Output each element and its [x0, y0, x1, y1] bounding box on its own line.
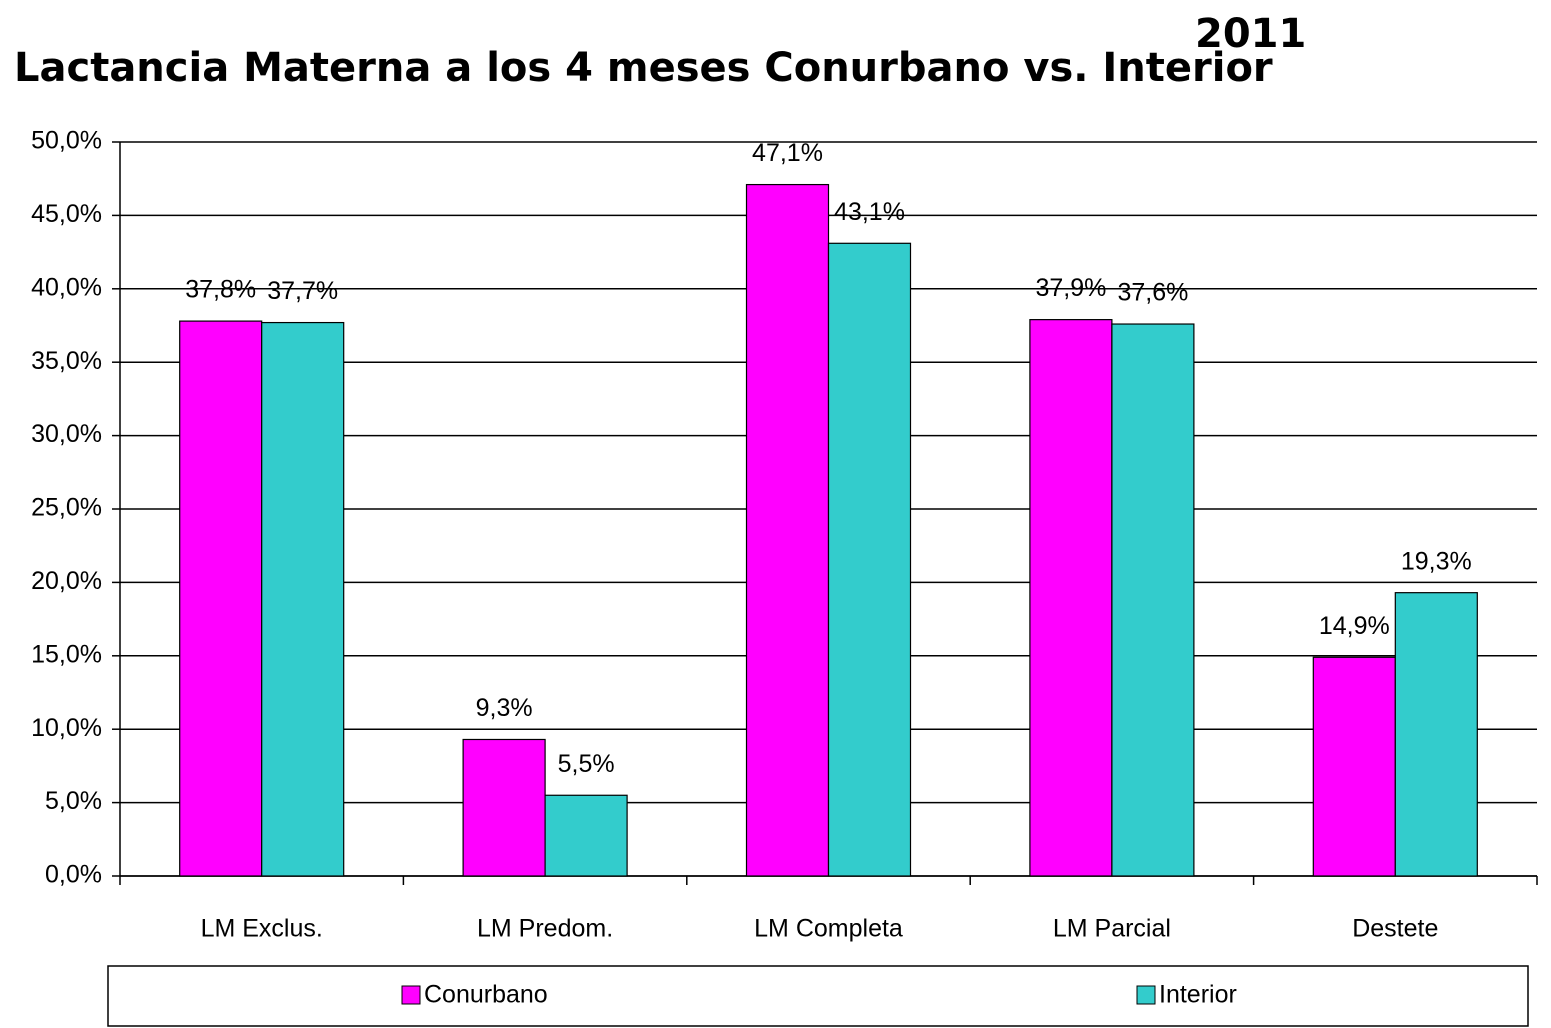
value-label: 5,5%: [558, 750, 615, 778]
y-tick-label: 0,0%: [45, 861, 102, 889]
bar: [179, 320, 263, 877]
bar: [462, 738, 546, 877]
y-tick-label: 15,0%: [31, 640, 102, 668]
legend-label: Conurbano: [424, 981, 548, 1009]
bar: [827, 242, 912, 877]
value-label: 19,3%: [1401, 547, 1472, 575]
value-label: 37,9%: [1035, 274, 1106, 302]
bar: [544, 794, 628, 877]
bar: [1394, 592, 1478, 877]
value-label: 47,1%: [752, 139, 823, 167]
y-tick-label: 45,0%: [31, 200, 102, 228]
y-tick-label: 40,0%: [31, 273, 102, 301]
y-tick-label: 25,0%: [31, 494, 102, 522]
value-label: 14,9%: [1319, 612, 1390, 640]
x-tick-label: LM Exclus.: [201, 915, 323, 943]
bar: [261, 321, 345, 877]
x-tick-label: LM Parcial: [1053, 915, 1171, 943]
y-tick-label: 35,0%: [31, 347, 102, 375]
value-label: 9,3%: [476, 694, 533, 722]
x-tick-label: Destete: [1352, 915, 1438, 943]
chart-subtitle: 2011: [1195, 11, 1306, 57]
y-tick-label: 50,0%: [31, 127, 102, 155]
y-tick-label: 10,0%: [31, 714, 102, 742]
legend-box: [107, 965, 1529, 1027]
bar: [1111, 323, 1195, 877]
bar: [1312, 656, 1396, 877]
value-label: 37,6%: [1117, 279, 1188, 307]
x-tick-label: LM Predom.: [477, 915, 613, 943]
value-label: 37,8%: [185, 276, 256, 304]
y-tick-label: 20,0%: [31, 567, 102, 595]
value-label: 43,1%: [834, 198, 905, 226]
bar: [745, 183, 830, 877]
legend-swatch: [1136, 985, 1156, 1005]
legend-swatch: [401, 985, 421, 1005]
y-tick-label: 30,0%: [31, 420, 102, 448]
legend-label: Interior: [1159, 981, 1237, 1009]
chart-title: Lactancia Materna a los 4 meses Conurban…: [14, 45, 1273, 91]
bar: [1029, 319, 1113, 877]
x-tick-label: LM Completa: [754, 915, 903, 943]
value-label: 37,7%: [267, 277, 338, 305]
y-tick-label: 5,0%: [45, 787, 102, 815]
